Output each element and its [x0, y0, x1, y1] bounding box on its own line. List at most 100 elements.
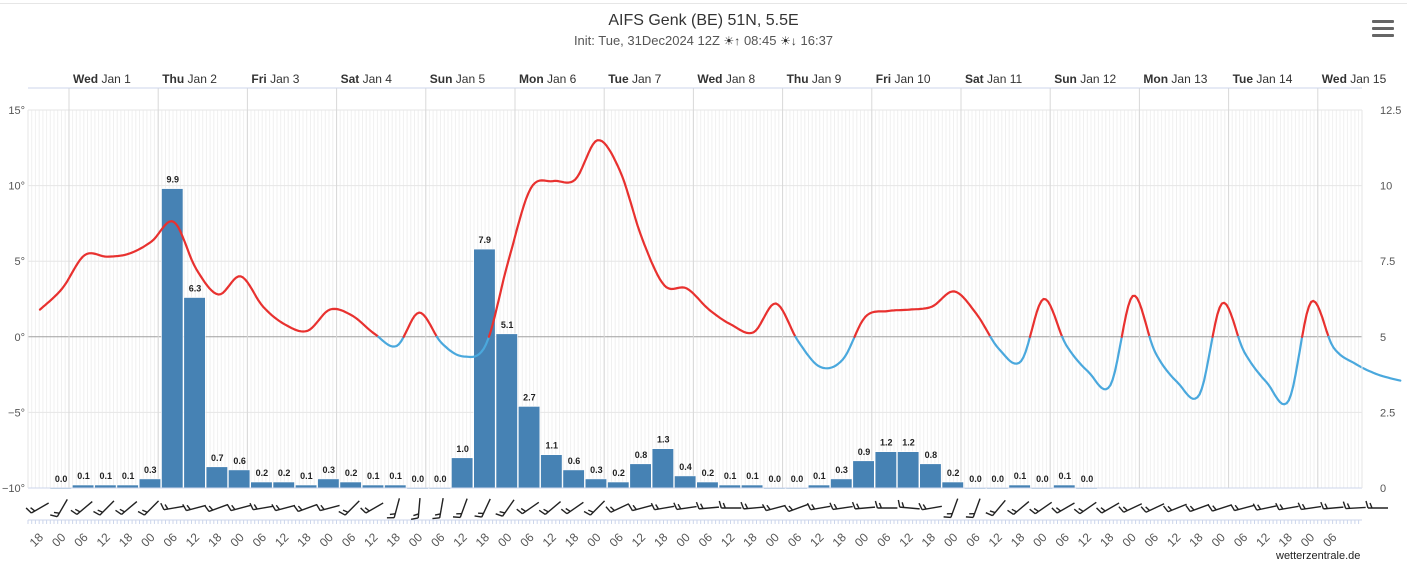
temperature-below-zero [377, 335, 405, 348]
wind-barb-flag [788, 505, 794, 511]
precip-bar [941, 481, 964, 489]
wind-barb-flag [297, 505, 303, 511]
wind-barb-flag [364, 507, 370, 512]
hamburger-menu-icon[interactable] [1372, 20, 1394, 38]
wind-barb-flag [1275, 502, 1280, 511]
precip-label: 0.1 [1014, 471, 1027, 481]
precip-label: 6.3 [189, 284, 202, 294]
wind-barb [1140, 503, 1165, 513]
hour-label: 12 [718, 530, 738, 550]
wind-barb-flag [766, 504, 771, 510]
y-left-tick: 5° [14, 256, 25, 268]
wind-barb [761, 503, 786, 512]
wind-barb [1275, 502, 1299, 511]
wind-barb [115, 501, 138, 516]
wind-barb-flag [985, 512, 993, 517]
wind-barb [1029, 501, 1053, 515]
wind-barb-flag [1185, 505, 1191, 512]
hour-label: 00 [941, 530, 961, 550]
wind-barb-flag [677, 503, 682, 510]
wind-barb-shaft [30, 502, 50, 514]
wind-barb [338, 500, 360, 516]
wind-barb-flag [137, 510, 145, 516]
hour-label: 00 [1209, 530, 1229, 550]
y-right-tick: 10 [1380, 181, 1392, 193]
hour-label: 00 [317, 530, 337, 550]
hour-label: 18 [1276, 530, 1296, 550]
precip-label: 0.2 [612, 468, 625, 478]
chart-subtitle: Init: Tue, 31Dec2024 12Z ☀↑ 08:45 ☀↓ 16:… [0, 33, 1407, 48]
wind-barb [718, 500, 742, 509]
wind-barb-flag [874, 500, 879, 509]
precip-label: 0.1 [367, 471, 380, 481]
precip-label: 0.1 [389, 471, 402, 481]
y-left-tick: 0° [14, 332, 25, 344]
wind-barb [851, 501, 876, 510]
wind-barb [806, 502, 831, 511]
hour-label: 12 [807, 530, 827, 550]
hour-label: 18 [740, 530, 760, 550]
wind-barb-flag [293, 505, 299, 512]
wind-barb-flag [538, 509, 546, 516]
wind-barb-flag [478, 512, 484, 515]
hour-label: 18 [1097, 530, 1117, 550]
wind-barb-flag [744, 503, 749, 509]
hour-label: 12 [450, 530, 470, 550]
wind-barb [70, 501, 93, 516]
sunset-time: 16:37 [800, 33, 834, 48]
wind-barb-flag [1252, 503, 1258, 511]
wind-barb-flag [740, 501, 745, 510]
hour-label: 00 [1119, 530, 1139, 550]
wind-barb-flag [969, 512, 975, 515]
day-label: Sun Jan 12 [1054, 72, 1116, 86]
precip-label: 0.0 [412, 474, 425, 484]
wind-barb-flag [204, 505, 210, 512]
precip-bar [228, 469, 251, 489]
wind-barb [897, 499, 920, 510]
wind-barb-flag [1145, 506, 1151, 512]
wind-barb-flag [1029, 508, 1036, 515]
hour-label: 00 [227, 530, 247, 550]
hour-label: 00 [673, 530, 693, 550]
wind-barb-flag [74, 508, 81, 513]
wind-barb-flag [588, 509, 594, 513]
wind-barb-flag [918, 502, 923, 511]
hour-label: 06 [161, 530, 181, 550]
wind-barb-flag [628, 503, 634, 511]
wind-barb [695, 501, 720, 510]
wind-barb-flag [632, 504, 637, 510]
wind-barb [538, 501, 562, 516]
precip-label: 0.0 [769, 474, 782, 484]
hour-label: 18 [562, 530, 582, 550]
precip-label: 0.4 [679, 462, 692, 472]
wind-barb [226, 503, 251, 512]
wind-barb-flag [1346, 503, 1351, 509]
wind-barb-flag [70, 509, 78, 516]
wind-barb [25, 502, 50, 514]
wind-barb [1320, 501, 1344, 510]
precip-label: 0.2 [702, 468, 715, 478]
wind-barb-flag [93, 510, 101, 516]
wind-barb-flag [965, 516, 974, 519]
wind-barb-flag [320, 504, 325, 510]
wind-barb-flag [1073, 508, 1081, 515]
wind-barb-flag [609, 506, 615, 512]
precip-bar [183, 297, 206, 489]
precip-label: 0.1 [746, 471, 759, 481]
wind-barb-flag [1324, 503, 1329, 509]
precip-label: 0.1 [813, 471, 826, 481]
precip-label: 0.8 [635, 450, 648, 460]
wind-barb [605, 503, 630, 513]
wind-barb [204, 503, 229, 513]
wind-barb-flag [605, 506, 612, 513]
temperature-above-zero [38, 220, 380, 338]
wind-barb [1185, 503, 1210, 513]
wind-barb-flag [1207, 504, 1213, 512]
wind-barb-shaft [1034, 501, 1053, 515]
precip-label: 0.9 [858, 447, 871, 457]
hour-label: 12 [896, 530, 916, 550]
wind-barb [249, 502, 273, 511]
wind-barb [452, 498, 468, 519]
hour-label: 06 [428, 530, 448, 550]
wind-barb [1051, 502, 1075, 514]
